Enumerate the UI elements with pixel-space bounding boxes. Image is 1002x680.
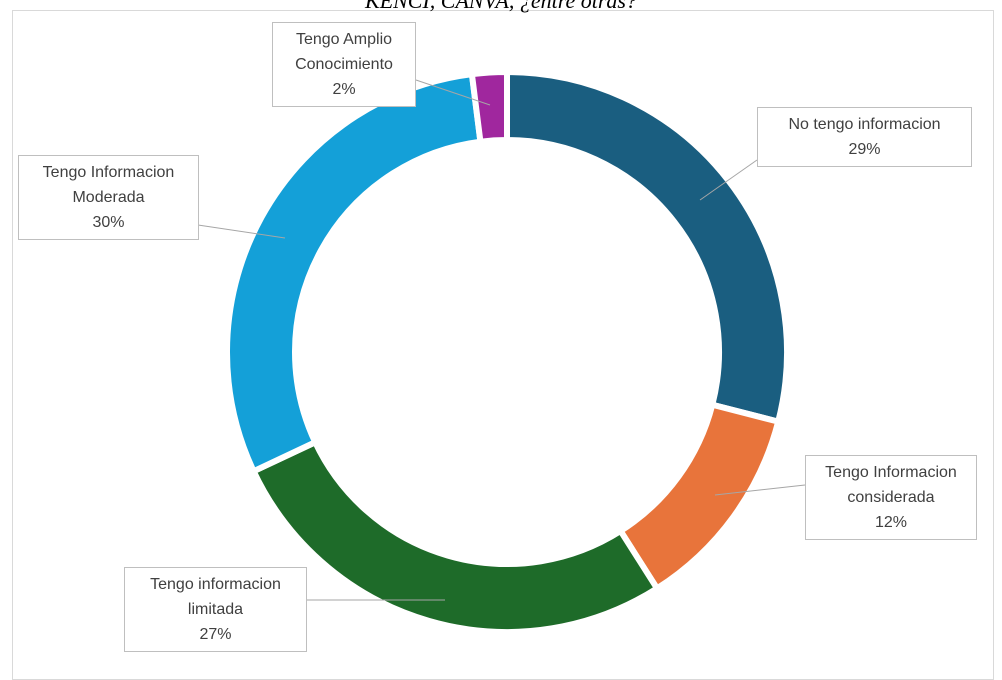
label-value: 29%	[848, 141, 881, 158]
donut-slice	[224, 70, 484, 476]
leader-line	[714, 484, 806, 496]
label-value: 2%	[332, 81, 356, 98]
label-value: 30%	[92, 214, 125, 231]
donut-slice	[504, 68, 790, 426]
leader-line	[197, 224, 286, 239]
data-label: Tengo Informacion considerada 12%	[805, 455, 977, 540]
data-label: Tengo Amplio Conocimiento 2%	[272, 22, 416, 107]
label-category: Tengo Amplio Conocimiento	[295, 31, 393, 73]
leader-line	[699, 159, 758, 201]
label-value: 12%	[874, 514, 908, 531]
label-value: 27%	[199, 626, 232, 643]
data-label: Tengo Informacion Moderada 30%	[18, 155, 199, 240]
donut-slice	[249, 438, 662, 635]
caption: KENCI, CANVA, ¿entre otras?	[365, 0, 637, 13]
donut-slice	[616, 401, 782, 593]
label-category: Tengo Informacion Moderada	[42, 164, 175, 206]
label-category: No tengo informacion	[788, 116, 941, 133]
leader-line	[415, 79, 491, 106]
label-category: Tengo informacion limitada	[150, 576, 281, 618]
data-label: Tengo informacion limitada 27%	[124, 567, 307, 652]
data-label: No tengo informacion 29%	[757, 107, 972, 167]
label-category: Tengo Informacion considerada	[825, 464, 957, 506]
donut-slice	[468, 68, 510, 146]
